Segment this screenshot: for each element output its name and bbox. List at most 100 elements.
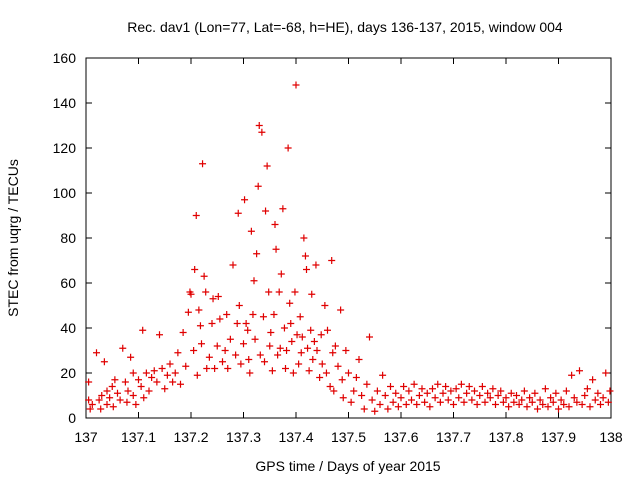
data-point [330,387,338,395]
data-point [214,293,222,300]
data-point [358,392,366,399]
data-point [444,396,452,404]
data-point [258,128,266,136]
data-point [368,396,376,404]
data-point [132,401,140,408]
data-point [109,403,117,411]
data-point [484,389,492,397]
data-point [244,326,252,334]
data-point [347,398,355,406]
data-point [345,369,352,377]
data-point [229,261,237,269]
data-point [492,401,499,408]
y-tick-label: 120 [53,140,77,156]
data-point [465,383,473,390]
x-tick-label: 137.6 [383,429,418,445]
data-point [531,389,539,397]
data-point [292,81,300,89]
data-point [376,401,384,408]
data-point [213,342,221,350]
data-point [240,340,247,348]
x-tick-label: 137.3 [226,429,261,445]
data-point [153,378,161,386]
data-point [338,376,346,384]
data-point [88,401,96,408]
data-point [339,394,347,402]
data-point [549,398,557,406]
data-point [473,401,481,408]
data-point [436,398,444,406]
data-point [499,398,507,406]
data-point [223,311,231,318]
data-point [106,394,114,402]
data-point [266,342,274,350]
data-point [502,394,510,402]
data-point [489,385,497,393]
data-point [288,338,296,345]
data-point [309,356,317,363]
data-point [565,403,573,411]
data-point [300,234,308,242]
data-points [85,81,614,415]
data-point [93,349,100,357]
data-point [193,371,201,379]
data-point [124,387,132,395]
data-point [460,398,468,406]
data-point [410,380,418,388]
data-point [324,326,331,334]
data-point [199,160,207,168]
data-point [518,396,526,404]
data-point [135,376,142,384]
data-point [562,387,570,395]
data-point [177,380,184,388]
data-point [195,306,203,314]
x-tick-label: 137.5 [331,429,366,445]
y-axis-label: STEC from uqrg / TECUs [5,159,21,317]
data-point [329,349,337,357]
data-point [405,387,413,395]
data-point [271,221,279,228]
data-point [394,403,402,411]
data-point [291,288,299,296]
plot-frame [85,57,612,419]
data-point [192,212,200,219]
x-tick-label: 137.2 [173,429,208,445]
data-point [119,344,127,352]
data-point [85,396,93,404]
data-point [434,380,442,388]
y-tick-label: 100 [53,185,77,201]
data-point [392,389,400,397]
data-point [249,311,257,318]
data-point [423,389,431,397]
data-point [450,401,457,408]
data-point [256,351,264,359]
data-point [127,353,135,361]
data-point [275,288,283,296]
data-point [277,270,285,278]
data-point [604,398,612,406]
data-point [129,392,137,399]
y-tick-label: 160 [53,50,77,66]
data-point [100,358,108,366]
data-point [387,383,394,390]
data-point [328,257,336,264]
data-point [528,398,536,406]
data-point [196,322,204,330]
data-point [591,396,599,404]
data-point [286,299,294,307]
data-point [200,272,208,280]
y-tick-label: 0 [68,410,76,426]
x-axis: 137 137.1 137.2 137.3 137.4 137.5 137.6 137.7 13… [74,58,623,445]
data-point [557,396,565,404]
data-point [602,369,610,377]
data-point [129,369,137,377]
data-point [287,320,295,327]
data-point [334,362,342,370]
data-point [261,358,268,366]
data-point [568,371,576,379]
data-point [402,401,410,408]
x-tick-label: 137.9 [541,429,576,445]
data-point [297,349,305,357]
data-point [166,360,174,368]
data-point [352,374,360,381]
